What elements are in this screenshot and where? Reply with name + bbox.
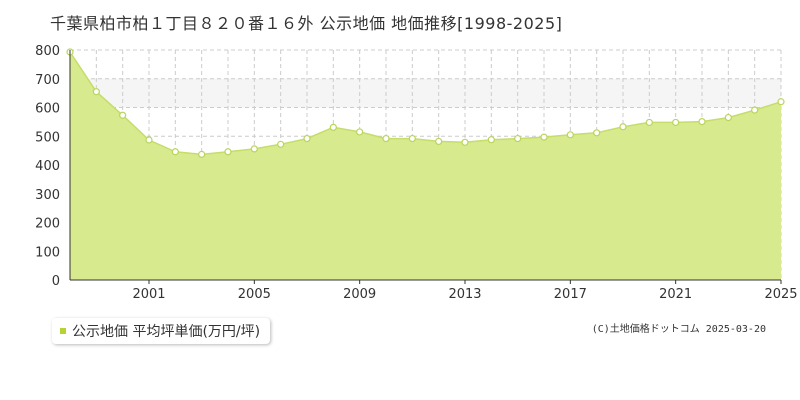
y-tick-label: 800 bbox=[35, 44, 60, 59]
data-point bbox=[198, 150, 206, 158]
x-tick-label: 2009 bbox=[343, 287, 376, 302]
legend-marker bbox=[60, 328, 66, 334]
data-point bbox=[303, 134, 311, 143]
y-tick-label: 700 bbox=[35, 73, 60, 88]
data-point bbox=[645, 118, 653, 127]
y-tick-label: 0 bbox=[52, 274, 60, 289]
data-point bbox=[92, 88, 100, 96]
y-tick-label: 500 bbox=[35, 130, 60, 145]
data-point bbox=[461, 138, 469, 146]
data-point bbox=[698, 117, 706, 126]
data-point bbox=[724, 113, 732, 122]
y-tick-label: 600 bbox=[35, 102, 60, 117]
data-point bbox=[514, 134, 522, 143]
y-tick-label: 200 bbox=[35, 217, 60, 232]
data-point bbox=[435, 137, 443, 146]
data-point bbox=[566, 131, 574, 139]
data-point bbox=[540, 133, 548, 141]
x-tick-label: 2005 bbox=[238, 287, 271, 302]
legend-label: 公示地価 平均坪単価(万円/坪) bbox=[72, 324, 261, 340]
data-point bbox=[356, 128, 364, 136]
x-tick-label: 2025 bbox=[764, 287, 797, 302]
legend: 公示地価 平均坪単価(万円/坪) bbox=[52, 318, 271, 344]
data-point bbox=[119, 111, 127, 119]
y-tick-labels: 0 100 200 300 400 500 600 700 800 bbox=[35, 44, 60, 289]
x-tick-labels: 2001 2005 2009 2013 2017 2021 2025 bbox=[132, 280, 798, 302]
data-point bbox=[777, 98, 785, 106]
data-points bbox=[66, 48, 785, 158]
data-point bbox=[145, 136, 153, 144]
x-tick-label: 2013 bbox=[448, 287, 481, 302]
x-tick-label: 2021 bbox=[659, 287, 692, 302]
x-tick-label: 2001 bbox=[132, 287, 165, 302]
data-point bbox=[329, 123, 337, 131]
y-tick-label: 400 bbox=[35, 159, 60, 174]
data-point bbox=[224, 148, 232, 156]
data-point bbox=[250, 145, 258, 153]
data-point bbox=[751, 106, 759, 114]
data-point bbox=[277, 140, 285, 148]
x-tick-label: 2017 bbox=[554, 287, 587, 302]
series-area bbox=[70, 52, 781, 280]
highlight-band bbox=[70, 78, 781, 108]
data-point bbox=[487, 136, 495, 144]
chart-title: 千葉県柏市柏１丁目８２０番１６外 公示地価 地価推移[1998-2025] bbox=[50, 14, 563, 33]
data-point bbox=[672, 118, 680, 127]
data-point bbox=[408, 134, 416, 143]
y-tick-label: 300 bbox=[35, 188, 60, 203]
data-point bbox=[171, 148, 179, 156]
y-tick-label: 100 bbox=[35, 245, 60, 260]
source-credit: (C)土地価格ドットコム 2025-03-20 bbox=[591, 324, 766, 335]
data-point bbox=[382, 134, 390, 143]
data-point bbox=[619, 123, 627, 131]
data-point bbox=[593, 129, 601, 137]
series-line bbox=[69, 51, 782, 156]
